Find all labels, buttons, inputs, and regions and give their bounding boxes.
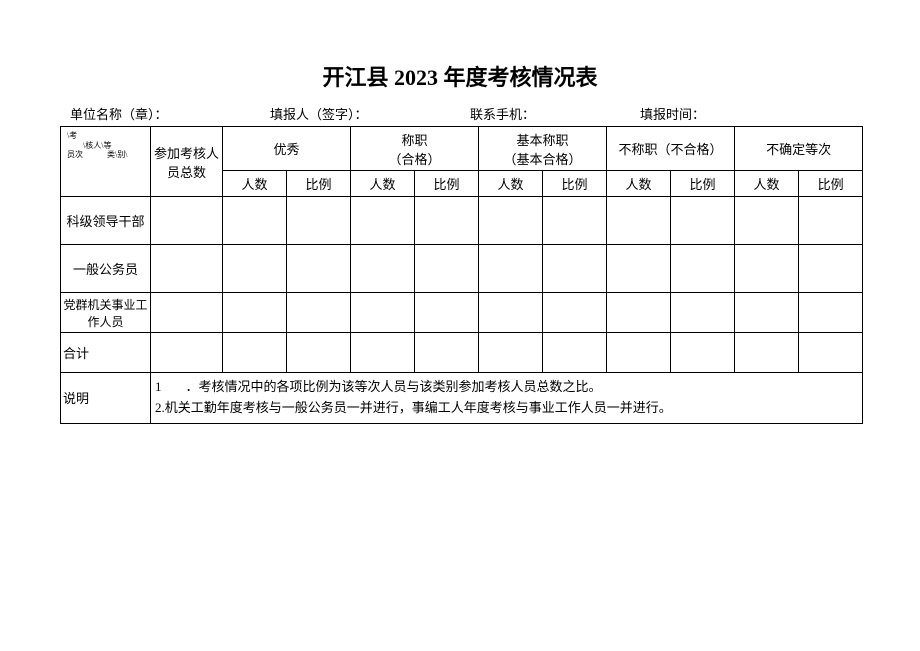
note-1-number: 1 xyxy=(155,377,162,398)
cell xyxy=(415,197,479,245)
cell xyxy=(799,333,863,373)
header-sub-count: 人数 xyxy=(607,171,671,197)
row-label-general-servant: 一般公务员 xyxy=(61,245,151,293)
header-group-incompetent: 不称职（不合格） xyxy=(607,127,735,171)
header-group-undetermined: 不确定等次 xyxy=(735,127,863,171)
cell xyxy=(607,293,671,333)
cell xyxy=(351,197,415,245)
notes-label: 说明 xyxy=(61,373,151,424)
row-label-total: 合计 xyxy=(61,333,151,373)
header-total: 参加考核人员总数 xyxy=(151,127,223,197)
cell xyxy=(151,197,223,245)
cell xyxy=(671,333,735,373)
cell xyxy=(223,197,287,245)
table-header-row-1: \考 \核人\等员次 类\别\ 参加考核人员总数 优秀 称职（合格） 基本称职（… xyxy=(61,127,863,171)
header-group-basic: 基本称职（基本合格） xyxy=(479,127,607,171)
cell xyxy=(607,245,671,293)
row-label-party-institution: 党群机关事业工作人员 xyxy=(61,293,151,333)
cell xyxy=(351,293,415,333)
cell xyxy=(479,333,543,373)
cell xyxy=(223,333,287,373)
cell xyxy=(351,333,415,373)
header-sub-ratio: 比例 xyxy=(671,171,735,197)
diag-text-top: \考 \核人\等员次 类\别\ xyxy=(67,131,127,160)
cell xyxy=(671,245,735,293)
cell xyxy=(287,197,351,245)
table-row: 党群机关事业工作人员 xyxy=(61,293,863,333)
cell xyxy=(223,293,287,333)
page-title: 开江县 2023 年度考核情况表 xyxy=(60,60,860,92)
cell xyxy=(415,293,479,333)
header-sub-ratio: 比例 xyxy=(415,171,479,197)
assessment-table: \考 \核人\等员次 类\别\ 参加考核人员总数 优秀 称职（合格） 基本称职（… xyxy=(60,126,863,424)
cell xyxy=(799,197,863,245)
row-label-section-leader: 科级领导干部 xyxy=(61,197,151,245)
header-sub-ratio: 比例 xyxy=(799,171,863,197)
header-sub-count: 人数 xyxy=(351,171,415,197)
cell xyxy=(607,333,671,373)
note-1-text: ．考核情况中的各项比例为该等次人员与该类别参加考核人员总数之比。 xyxy=(186,377,602,398)
header-sub-count: 人数 xyxy=(479,171,543,197)
meta-time-label: 填报时间： xyxy=(640,104,790,123)
cell xyxy=(671,293,735,333)
cell xyxy=(479,293,543,333)
meta-unit-label: 单位名称（章）： xyxy=(70,104,270,123)
table-row: 一般公务员 xyxy=(61,245,863,293)
note-2-text: 2.机关工勤年度考核与一般公务员一并进行，事编工人年度考核与事业工作人员一并进行… xyxy=(155,400,672,415)
header-sub-count: 人数 xyxy=(735,171,799,197)
header-group-competent: 称职（合格） xyxy=(351,127,479,171)
cell xyxy=(151,333,223,373)
cell xyxy=(287,245,351,293)
header-diagonal-cell: \考 \核人\等员次 类\别\ xyxy=(61,127,151,197)
cell xyxy=(543,197,607,245)
table-row-notes: 说明 1 ．考核情况中的各项比例为该等次人员与该类别参加考核人员总数之比。 2.机… xyxy=(61,373,863,424)
header-group-excellent: 优秀 xyxy=(223,127,351,171)
cell xyxy=(799,293,863,333)
header-sub-ratio: 比例 xyxy=(543,171,607,197)
table-row: 合计 xyxy=(61,333,863,373)
header-sub-ratio: 比例 xyxy=(287,171,351,197)
meta-reporter-label: 填报人（签字）： xyxy=(270,104,470,123)
cell xyxy=(151,293,223,333)
cell xyxy=(735,333,799,373)
cell xyxy=(735,197,799,245)
cell xyxy=(287,333,351,373)
cell xyxy=(287,293,351,333)
meta-row: 单位名称（章）： 填报人（签字）： 联系手机： 填报时间： xyxy=(60,104,860,123)
cell xyxy=(479,245,543,293)
meta-phone-label: 联系手机： xyxy=(470,104,640,123)
cell xyxy=(543,245,607,293)
cell xyxy=(671,197,735,245)
cell xyxy=(415,245,479,293)
notes-content: 1 ．考核情况中的各项比例为该等次人员与该类别参加考核人员总数之比。 2.机关工勤… xyxy=(151,373,863,424)
cell xyxy=(351,245,415,293)
cell xyxy=(799,245,863,293)
table-row: 科级领导干部 xyxy=(61,197,863,245)
cell xyxy=(415,333,479,373)
cell xyxy=(735,245,799,293)
cell xyxy=(735,293,799,333)
header-sub-count: 人数 xyxy=(223,171,287,197)
cell xyxy=(543,333,607,373)
cell xyxy=(479,197,543,245)
cell xyxy=(151,245,223,293)
cell xyxy=(543,293,607,333)
cell xyxy=(223,245,287,293)
cell xyxy=(607,197,671,245)
